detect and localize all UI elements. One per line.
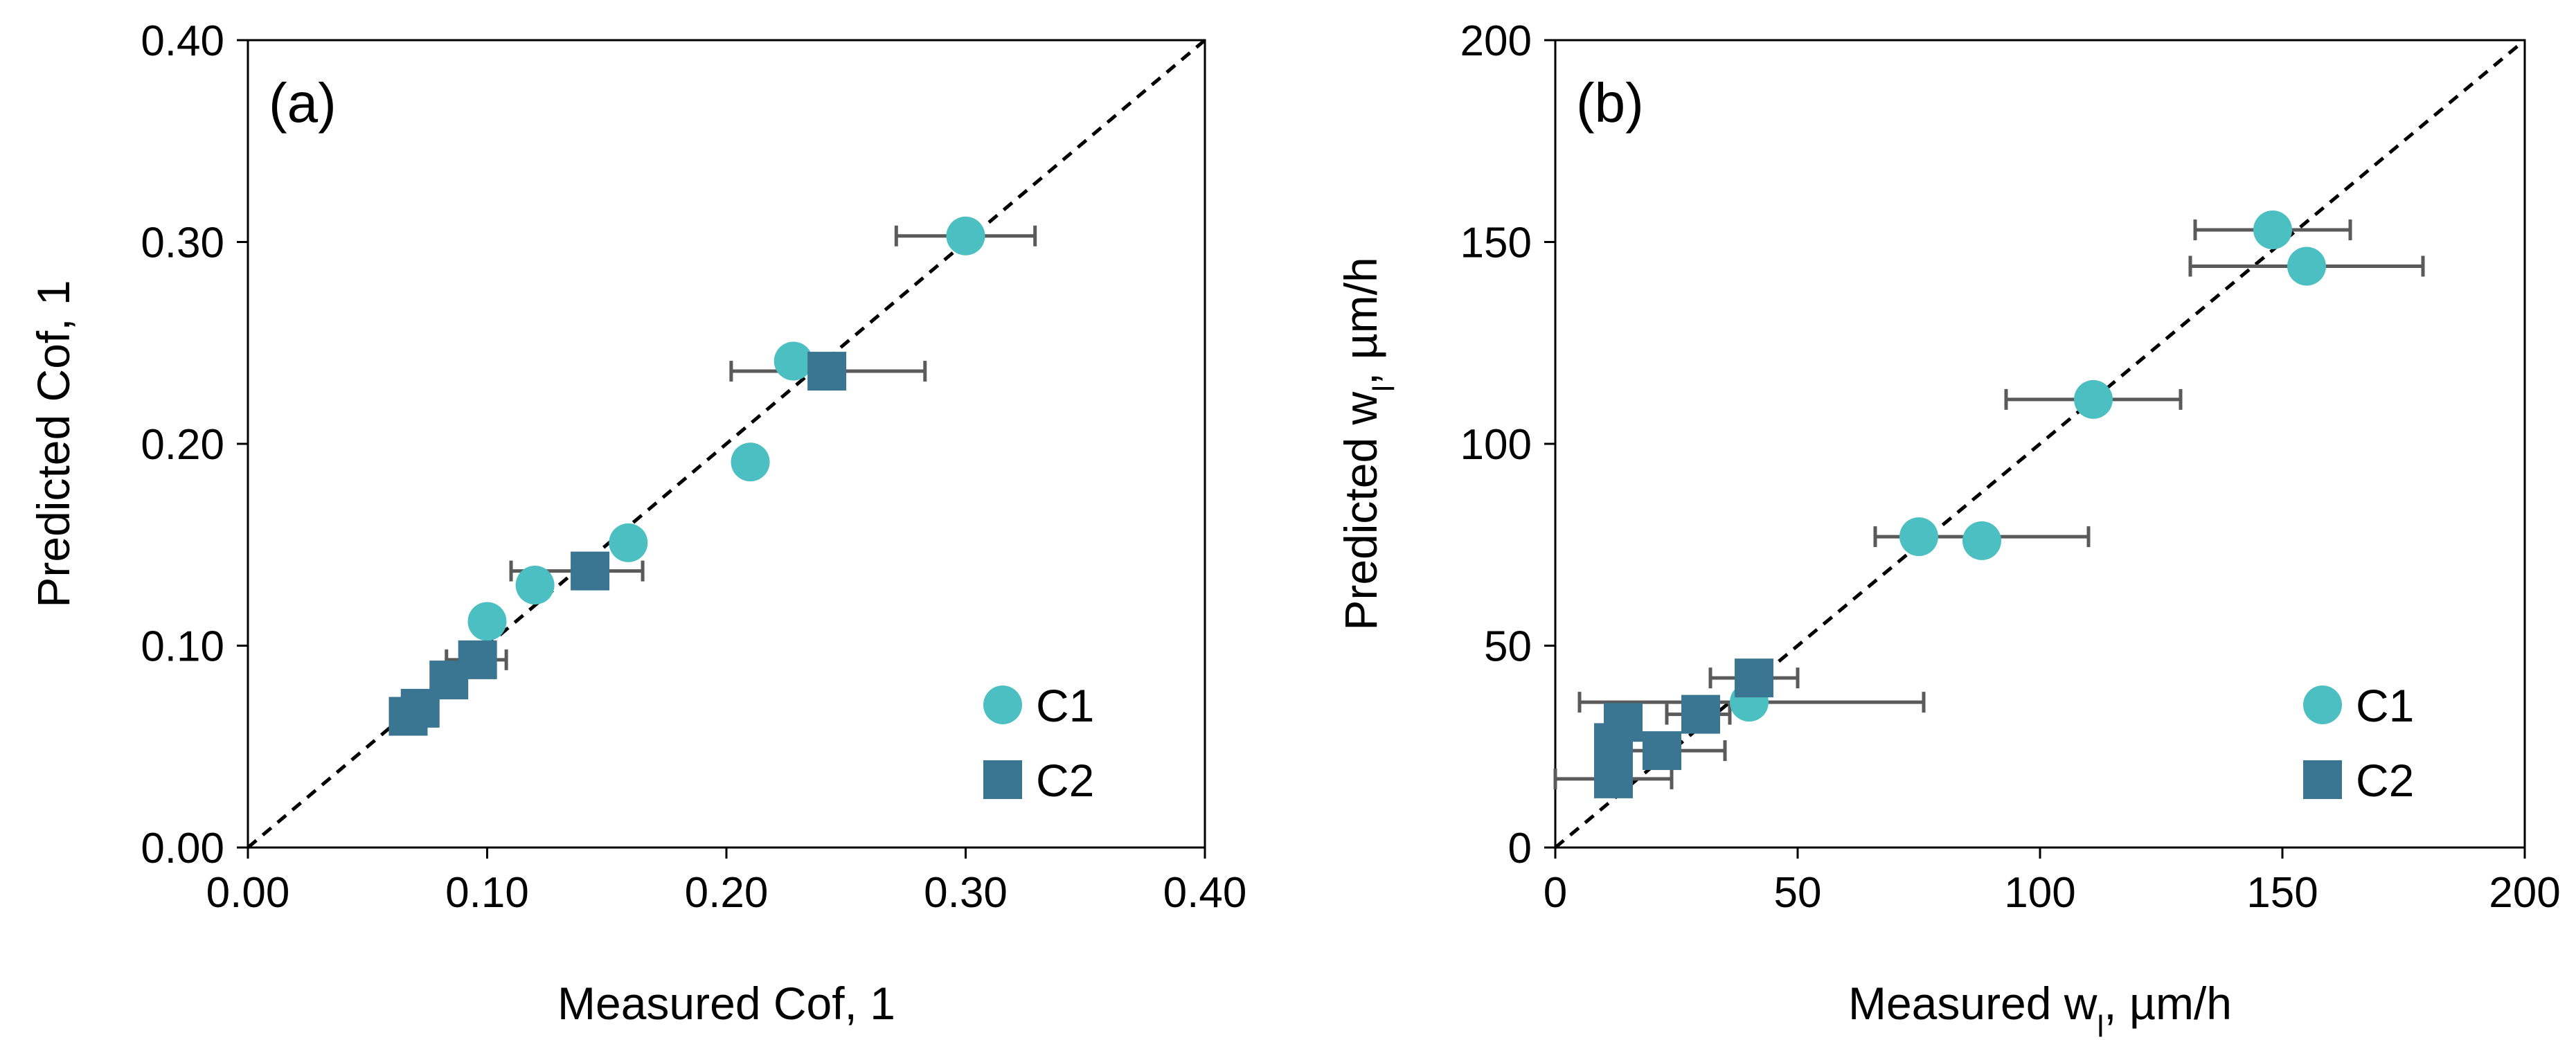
- y-tick-label: 0.40: [141, 17, 224, 65]
- point-c2: [1594, 759, 1633, 798]
- legend-label-c2: C2: [1036, 755, 1094, 806]
- legend-marker-c2: [983, 760, 1022, 799]
- y-tick-label: 100: [1460, 421, 1532, 469]
- xlabel-main: Measured Cof, 1: [557, 978, 895, 1029]
- x-axis-title: Measured wl, µm/h: [1848, 978, 2232, 1040]
- point-c2: [1681, 694, 1720, 734]
- y-tick-label: 0.00: [141, 825, 224, 872]
- y-tick-label: 150: [1460, 219, 1532, 267]
- y-axis-title: Predicted Cof, 1: [28, 280, 79, 607]
- point-c2: [571, 551, 610, 591]
- x-tick-label: 150: [2246, 869, 2318, 917]
- x-axis-title: Measured Cof, 1: [557, 978, 895, 1029]
- legend-label-c2: C2: [2356, 755, 2414, 806]
- point-c1: [1962, 521, 2001, 560]
- point-c2: [1735, 658, 1773, 698]
- legend-marker-c1: [2303, 685, 2342, 724]
- y-tick-label: 200: [1460, 17, 1532, 65]
- x-tick-label: 0.30: [924, 869, 1008, 917]
- y-axis-title: Predicted wl, µm/h: [1335, 257, 1401, 630]
- point-c2: [807, 352, 847, 391]
- x-tick-label: 0.00: [206, 869, 290, 917]
- point-c1: [1899, 517, 1938, 557]
- y-tick-label: 50: [1484, 623, 1532, 671]
- y-tick-label: 0.10: [141, 623, 224, 671]
- x-tick-label: 50: [1774, 869, 1822, 917]
- xlabel-main: Measured w: [1848, 978, 2098, 1029]
- reference-line-y-equals-x: [247, 39, 1206, 849]
- x-tick-label: 0.20: [685, 869, 769, 917]
- point-c1: [946, 216, 985, 255]
- legend-marker-c2: [2303, 760, 2342, 799]
- panel-label: (b): [1576, 72, 1644, 134]
- legend-label-c1: C1: [1036, 680, 1094, 731]
- point-c2: [388, 697, 428, 736]
- reference-line-y-equals-x: [1554, 39, 2526, 849]
- point-c1: [467, 602, 507, 641]
- xlabel-subscript: l: [2097, 1010, 2104, 1040]
- y-tick-label: 0: [1508, 825, 1532, 872]
- point-c1: [609, 523, 648, 562]
- y-tick-label: 0.20: [141, 421, 224, 469]
- panel-label: (a): [269, 72, 337, 134]
- x-tick-label: 100: [2004, 869, 2075, 917]
- point-c1: [2074, 379, 2113, 419]
- panel-a: 0.00 0.10 0.20 0.30 0.40 0.00 0.10 0.20 0.30 0.40…: [28, 17, 1246, 1029]
- x-tick-label: 0.10: [445, 869, 529, 917]
- legend-marker-c1: [983, 685, 1022, 724]
- point-c1: [773, 341, 813, 381]
- point-c1: [515, 566, 555, 605]
- ylabel-main: Predicted Cof, 1: [28, 280, 79, 607]
- y-tick-label: 0.30: [141, 219, 224, 267]
- point-c1: [2287, 246, 2326, 286]
- ylabel-main: Predicted w: [1335, 392, 1386, 631]
- point-c2: [1643, 731, 1681, 771]
- xlabel-suffix: , µm/h: [2104, 978, 2232, 1029]
- point-c1: [2253, 210, 2292, 250]
- point-c1: [731, 442, 770, 482]
- x-tick-label: 0: [1544, 869, 1567, 917]
- x-tick-label: 200: [2489, 869, 2560, 917]
- ylabel-subscript: l: [1367, 385, 1401, 392]
- legend-label-c1: C1: [2356, 680, 2414, 731]
- x-tick-label: 0.40: [1163, 869, 1247, 917]
- ylabel-suffix: , µm/h: [1335, 257, 1386, 385]
